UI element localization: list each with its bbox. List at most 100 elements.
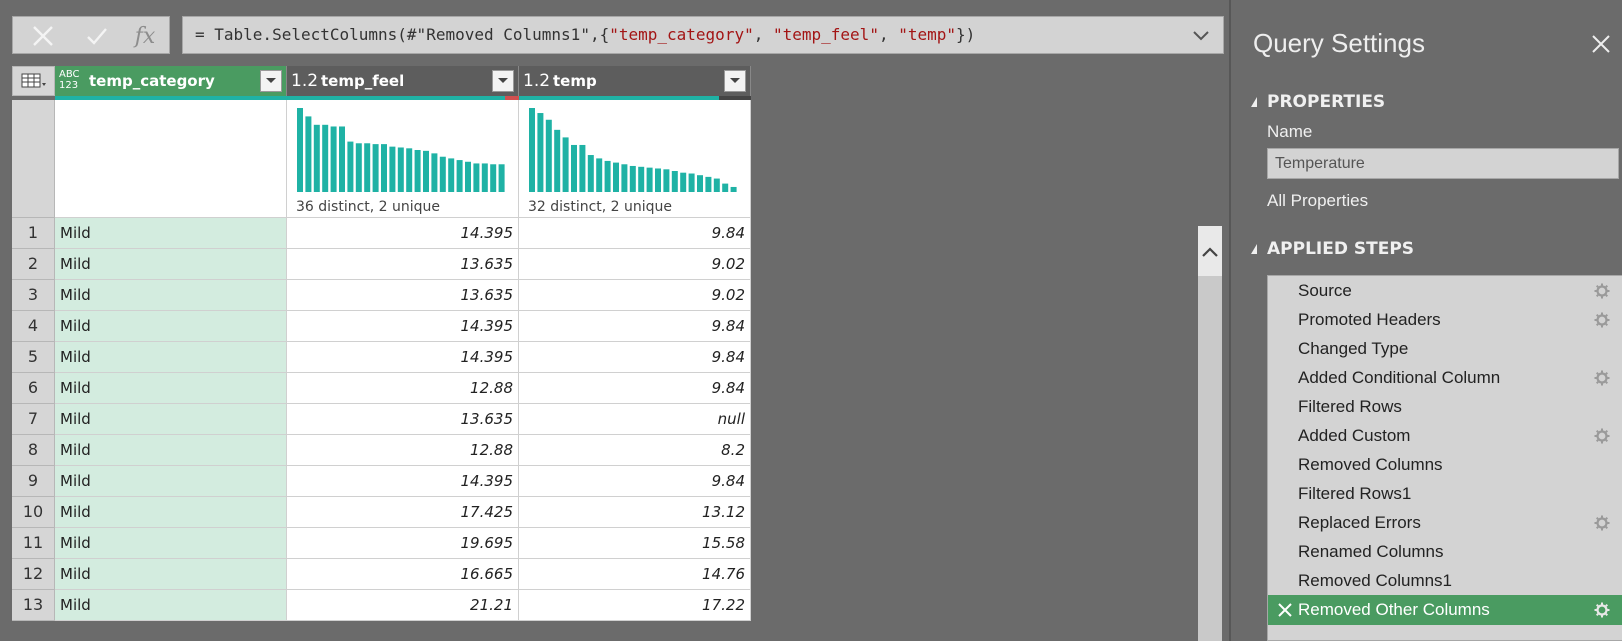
distribution-bar[interactable] [688, 173, 695, 192]
vertical-scrollbar[interactable] [1198, 226, 1222, 641]
fx-button[interactable]: fx [134, 23, 156, 49]
distribution-bar[interactable] [406, 148, 413, 192]
cell-temp-category[interactable]: Mild [55, 528, 287, 559]
delete-step-icon[interactable] [1276, 601, 1294, 619]
cell-temp-category[interactable]: Mild [55, 466, 287, 497]
filter-dropdown-button[interactable] [724, 70, 746, 92]
distribution-bar[interactable] [339, 126, 345, 192]
cell-temp-category[interactable]: Mild [55, 590, 287, 621]
distribution-bar[interactable] [545, 119, 552, 192]
cell-temp-category[interactable]: Mild [55, 218, 287, 249]
cell-temp-feel[interactable]: 17.425 [287, 497, 519, 528]
distribution-bar[interactable] [713, 178, 720, 192]
distribution-bar[interactable] [397, 147, 404, 192]
distribution-bar[interactable] [456, 160, 463, 192]
distribution-bar[interactable] [537, 113, 544, 192]
distribution-bar[interactable] [680, 172, 687, 192]
distribution-bar[interactable] [355, 143, 362, 192]
gear-icon[interactable] [1594, 515, 1610, 531]
applied-step[interactable]: Removed Other Columns [1268, 595, 1622, 625]
distribution-bar[interactable] [297, 108, 303, 192]
distribution-bar[interactable] [655, 168, 661, 192]
distribution-bar[interactable] [322, 124, 329, 192]
distribution-bar[interactable] [423, 150, 429, 192]
distribution-bar[interactable] [529, 108, 535, 192]
cell-temp-feel[interactable]: 21.21 [287, 590, 519, 621]
distribution-bar[interactable] [381, 144, 387, 192]
distribution-bar[interactable] [313, 124, 320, 192]
cell-temp[interactable]: 9.84 [519, 373, 751, 404]
applied-step[interactable]: Removed Columns [1268, 450, 1622, 480]
distribution-bar[interactable] [621, 164, 628, 192]
cell-temp[interactable]: null [519, 404, 751, 435]
cell-temp-feel[interactable]: 12.88 [287, 373, 519, 404]
cell-temp[interactable]: 14.76 [519, 559, 751, 590]
distribution-bar[interactable] [364, 143, 371, 192]
cell-temp[interactable]: 9.02 [519, 280, 751, 311]
distribution-bar[interactable] [330, 126, 337, 192]
cell-temp-category[interactable]: Mild [55, 559, 287, 590]
cell-temp-feel[interactable]: 14.395 [287, 311, 519, 342]
commit-formula-button[interactable] [75, 17, 119, 55]
cell-temp-category[interactable]: Mild [55, 249, 287, 280]
distribution-bar[interactable] [646, 167, 653, 192]
cell-temp-feel[interactable]: 14.395 [287, 342, 519, 373]
column-header-temp-category[interactable]: ABC 123 temp_category [55, 66, 287, 96]
scrollbar-thumb[interactable] [1198, 276, 1222, 641]
applied-step[interactable]: Filtered Rows [1268, 392, 1622, 422]
cell-temp[interactable]: 9.02 [519, 249, 751, 280]
distribution-bar[interactable] [372, 144, 379, 192]
distribution-bar[interactable] [596, 158, 603, 192]
cell-temp[interactable]: 9.84 [519, 218, 751, 249]
applied-steps-section-header[interactable]: APPLIED STEPS [1251, 239, 1414, 259]
cell-temp-category[interactable]: Mild [55, 497, 287, 528]
table-menu-button[interactable] [12, 66, 55, 96]
filter-dropdown-button[interactable] [260, 70, 282, 92]
distribution-bar[interactable] [587, 155, 594, 192]
distribution-bar[interactable] [562, 137, 569, 192]
distribution-bar[interactable] [498, 164, 505, 192]
distribution-bar[interactable] [448, 158, 455, 192]
cell-temp-feel[interactable]: 19.695 [287, 528, 519, 559]
cell-temp[interactable]: 13.12 [519, 497, 751, 528]
applied-step[interactable]: Promoted Headers [1268, 305, 1622, 335]
cell-temp-feel[interactable]: 12.88 [287, 435, 519, 466]
distribution-bar[interactable] [705, 176, 712, 192]
cell-temp-feel[interactable]: 13.635 [287, 404, 519, 435]
distribution-bar[interactable] [613, 162, 619, 192]
distribution-bar[interactable] [414, 150, 421, 192]
properties-section-header[interactable]: PROPERTIES [1251, 92, 1385, 112]
distribution-bar[interactable] [389, 146, 396, 192]
distribution-bar[interactable] [722, 183, 729, 192]
cancel-formula-button[interactable] [21, 17, 65, 55]
all-properties-link[interactable]: All Properties [1267, 191, 1369, 210]
distribution-bar[interactable] [579, 144, 586, 192]
distribution-bar[interactable] [730, 186, 737, 192]
applied-step[interactable]: Filtered Rows1 [1268, 479, 1622, 509]
applied-step[interactable]: Renamed Columns [1268, 537, 1622, 567]
cell-temp-feel[interactable]: 14.395 [287, 466, 519, 497]
cell-temp[interactable]: 15.58 [519, 528, 751, 559]
distribution-bar[interactable] [481, 163, 488, 192]
cell-temp[interactable]: 8.2 [519, 435, 751, 466]
query-name-input[interactable]: Temperature [1267, 148, 1619, 179]
gear-icon[interactable] [1594, 370, 1610, 386]
cell-temp[interactable]: 9.84 [519, 466, 751, 497]
gear-icon[interactable] [1594, 312, 1610, 328]
cell-temp[interactable]: 9.84 [519, 311, 751, 342]
distribution-bar[interactable] [431, 153, 438, 192]
cell-temp-category[interactable]: Mild [55, 342, 287, 373]
applied-step[interactable]: Added Custom [1268, 421, 1622, 451]
distribution-bar[interactable] [473, 163, 480, 192]
applied-step[interactable]: Changed Type [1268, 334, 1622, 364]
gear-icon[interactable] [1594, 602, 1610, 618]
applied-step[interactable]: Removed Columns1 [1268, 566, 1622, 596]
column-header-temp-feel[interactable]: 1.2 temp_feel [287, 66, 519, 96]
cell-temp[interactable]: 9.84 [519, 342, 751, 373]
distribution-bar[interactable] [490, 164, 497, 192]
cell-temp-feel[interactable]: 13.635 [287, 280, 519, 311]
distribution-bar[interactable] [604, 160, 611, 192]
cell-temp-feel[interactable]: 14.395 [287, 218, 519, 249]
cell-temp-feel[interactable]: 13.635 [287, 249, 519, 280]
distribution-bar[interactable] [638, 166, 645, 192]
